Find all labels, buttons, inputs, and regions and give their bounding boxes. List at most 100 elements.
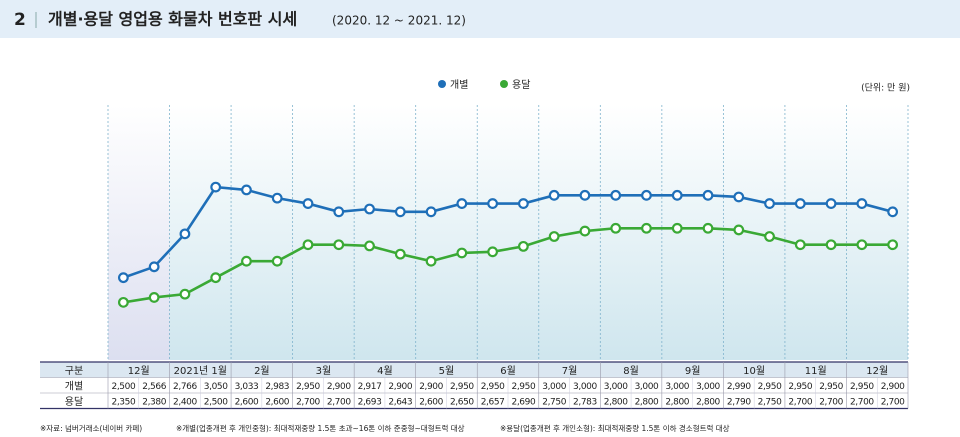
point [394, 248, 406, 260]
point [579, 189, 591, 201]
table-cell: 2,950 [788, 382, 812, 392]
note: ※개별(업종개편 후 개인중형): 최대적재중량 1.5톤 초과~16톤 이하 … [176, 423, 465, 433]
point [856, 239, 868, 251]
table-cell: 2,950 [512, 382, 536, 392]
point [364, 203, 375, 215]
table-cell: 2,800 [635, 397, 659, 407]
table-cell: 3,000 [604, 382, 628, 392]
group-label: 4월 [377, 365, 393, 377]
table-cell: 3,033 [235, 382, 259, 392]
table-cell: 2,350 [112, 397, 136, 407]
row-label: 용달 [65, 396, 83, 408]
group-label: 10월 [743, 365, 765, 377]
table-cell: 2,700 [788, 397, 812, 407]
table-cell: 2,500 [204, 397, 228, 407]
table-cell: 2,400 [173, 397, 197, 407]
table-cell: 2,917 [358, 382, 382, 392]
group-label: 12월 [866, 365, 888, 377]
point [548, 231, 560, 242]
group-label: 11월 [805, 365, 827, 377]
group-label: 5월 [439, 365, 455, 377]
point [887, 206, 899, 218]
point [425, 255, 437, 267]
table-cell: 2,800 [604, 397, 628, 407]
header-title: 개별·용달 영업용 화물차 번호판 시세 [48, 10, 297, 29]
point [210, 181, 222, 193]
point [825, 198, 837, 209]
table-cell: 3,000 [542, 382, 566, 392]
table-cell: 2,600 [235, 397, 259, 407]
point [179, 288, 191, 300]
point [610, 189, 622, 201]
table-cell: 2,950 [296, 382, 320, 392]
point [394, 206, 406, 218]
point [733, 224, 745, 236]
point [733, 191, 745, 203]
header-period: (2020. 12 ~ 2021. 12) [332, 14, 466, 28]
point [517, 240, 529, 252]
group-label: 6월 [500, 365, 516, 377]
point [764, 198, 775, 209]
legend-label: 용달 [512, 79, 530, 91]
row-label: 개별 [65, 380, 83, 392]
point [333, 206, 345, 218]
row-header: 구분 [65, 365, 83, 377]
table-cell: 3,000 [635, 382, 659, 392]
group-label: 9월 [685, 365, 701, 377]
table-cell: 2,950 [758, 382, 782, 392]
table-cell: 2,990 [727, 382, 751, 392]
point [579, 225, 591, 237]
point [302, 198, 314, 209]
point [456, 198, 468, 209]
table-cell: 2,900 [881, 382, 905, 392]
table-cell: 2,657 [481, 397, 505, 407]
point [241, 255, 252, 267]
title-bar [0, 0, 960, 38]
point [456, 247, 468, 259]
table-cell: 2,950 [850, 382, 874, 392]
point [671, 222, 683, 234]
table-cell: 2,783 [573, 397, 597, 407]
note: ※자료: 넘버거래소(네이버 카페) [40, 423, 142, 433]
plot-background-2020 [108, 105, 170, 360]
table-cell: 2,566 [142, 382, 166, 392]
legend-marker [500, 80, 508, 88]
point [548, 189, 560, 201]
legend-label: 개별 [450, 79, 468, 91]
legend-marker [438, 80, 446, 88]
table-cell: 3,000 [665, 382, 689, 392]
table-cell: 2,900 [327, 382, 351, 392]
point [702, 189, 714, 201]
point [825, 239, 837, 251]
group-label: 2021년 1월 [174, 365, 227, 377]
note: ※용달(업종개편 후 개인소형): 최대적재중량 1.5톤 이하 경소형트럭 대… [500, 423, 730, 433]
group-label: 3월 [316, 365, 332, 377]
table-cell: 2,690 [512, 397, 536, 407]
header-number: 2 [14, 10, 26, 30]
point [610, 222, 622, 234]
point [641, 189, 652, 201]
table-cell: 2,750 [542, 397, 566, 407]
point [487, 198, 499, 209]
point [794, 198, 806, 209]
table-cell: 2,950 [481, 382, 505, 392]
table-cell: 2,900 [419, 382, 443, 392]
table-cell: 2,766 [173, 382, 197, 392]
point [302, 239, 314, 251]
table-cell: 2,790 [727, 397, 751, 407]
group-label: 12월 [128, 365, 150, 377]
table-cell: 2,500 [112, 382, 136, 392]
table-header-bg [40, 362, 908, 378]
point [487, 246, 499, 258]
point [241, 184, 252, 196]
point [517, 198, 529, 209]
table-cell: 2,950 [819, 382, 843, 392]
table-cell: 2,650 [450, 397, 474, 407]
point [764, 231, 775, 242]
table-cell: 2,700 [296, 397, 320, 407]
table-cell: 2,700 [881, 397, 905, 407]
point [641, 222, 652, 234]
plot-background [108, 105, 908, 360]
table-cell: 2,983 [265, 382, 289, 392]
